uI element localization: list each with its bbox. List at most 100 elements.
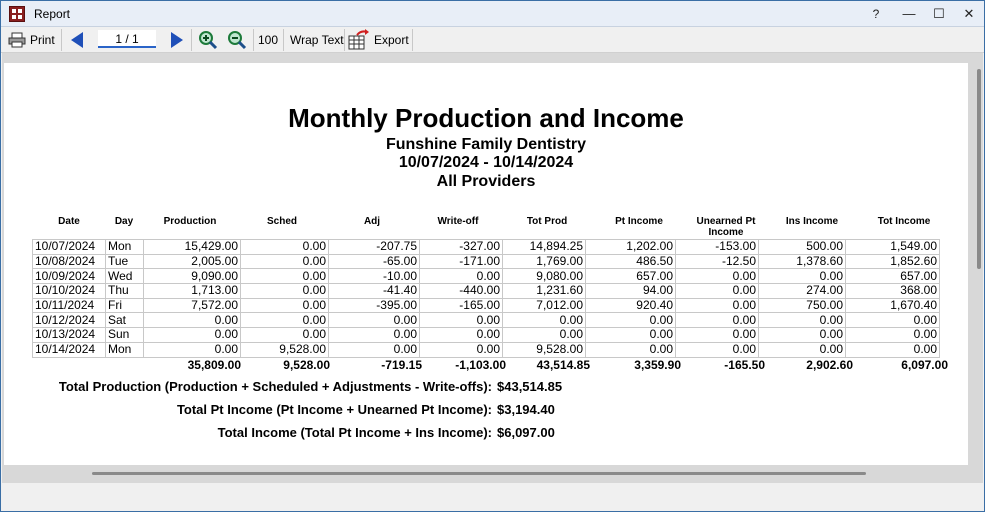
table-cell: 2,005.00 bbox=[143, 253, 241, 270]
table-cell: 0.00 bbox=[240, 297, 329, 314]
table-cell: 10/08/2024 bbox=[32, 253, 106, 270]
report-page: Monthly Production and Income Funshine F… bbox=[4, 63, 968, 465]
table-cell: 0.00 bbox=[585, 341, 676, 358]
table-cell: 14,894.25 bbox=[502, 239, 586, 255]
table-cell: 10/12/2024 bbox=[32, 312, 106, 329]
table-cell: 0.00 bbox=[845, 312, 940, 329]
export-button[interactable]: Export bbox=[348, 28, 410, 52]
table-cell: 10/11/2024 bbox=[32, 297, 106, 314]
maximize-button[interactable]: ☐ bbox=[933, 6, 945, 21]
report-viewer[interactable]: Monthly Production and Income Funshine F… bbox=[2, 53, 983, 483]
column-header: Adj bbox=[363, 216, 381, 227]
column-header: Ins Income bbox=[785, 216, 839, 227]
table-cell: 9,528.00 bbox=[502, 341, 586, 358]
toolbar-separator bbox=[283, 29, 284, 51]
table-cell: 0.00 bbox=[675, 327, 759, 343]
column-header: Tot Income bbox=[877, 216, 931, 227]
table-cell: 0.00 bbox=[328, 327, 420, 343]
table-cell: 1,852.60 bbox=[845, 253, 940, 270]
table-cell: Mon bbox=[105, 239, 144, 255]
summary-label: Total Production (Production + Scheduled… bbox=[58, 379, 492, 394]
table-cell: 0.00 bbox=[585, 312, 676, 329]
report-title: Monthly Production and Income bbox=[288, 103, 684, 133]
table-cell: 0.00 bbox=[585, 327, 676, 343]
table-cell: 0.00 bbox=[240, 312, 329, 329]
table-cell: 9,528.00 bbox=[240, 341, 329, 358]
column-header: Unearned Pt Income bbox=[696, 216, 756, 238]
wrap-text-button[interactable]: Wrap Text bbox=[290, 33, 344, 47]
table-cell: 0.00 bbox=[502, 312, 586, 329]
table-row: 10/13/2024 Sun 0.00 0.00 0.00 0.00 0.00 0.00 0.0… bbox=[32, 327, 940, 343]
print-label: Print bbox=[30, 33, 55, 47]
summary-value: $43,514.85 bbox=[497, 379, 563, 394]
close-button[interactable]: ✕ bbox=[963, 6, 975, 21]
horizontal-scrollbar[interactable] bbox=[92, 472, 866, 475]
table-cell: 0.00 bbox=[419, 268, 503, 285]
table-cell: 0.00 bbox=[758, 312, 846, 329]
table-cell: 274.00 bbox=[758, 283, 846, 299]
table-cell: Mon bbox=[105, 341, 144, 358]
table-cell: 0.00 bbox=[675, 297, 759, 314]
table-cell: -171.00 bbox=[419, 253, 503, 270]
zoom-100-button[interactable]: 100 bbox=[258, 33, 279, 47]
table-cell: 0.00 bbox=[143, 327, 241, 343]
table-cell: 0.00 bbox=[502, 327, 586, 343]
report-table: 10/07/2024 Mon 15,429.00 0.00 -207.75 -327.00… bbox=[32, 239, 940, 358]
table-cell: -395.00 bbox=[328, 297, 420, 314]
table-cell: 0.00 bbox=[143, 312, 241, 329]
table-cell: 920.40 bbox=[585, 297, 676, 314]
minimize-button[interactable]: — bbox=[902, 6, 916, 21]
table-cell: 750.00 bbox=[758, 297, 846, 314]
printer-icon bbox=[8, 32, 26, 48]
zoom-in-icon[interactable] bbox=[198, 30, 218, 50]
total-cell bbox=[32, 357, 106, 373]
table-cell: Fri bbox=[105, 297, 144, 314]
table-cell: 0.00 bbox=[143, 341, 241, 358]
vertical-scrollbar[interactable] bbox=[977, 69, 981, 269]
total-cell: 6,097.00 bbox=[901, 358, 948, 372]
table-cell: -10.00 bbox=[328, 268, 420, 285]
column-header: Tot Prod bbox=[526, 216, 568, 227]
table-cell: -165.00 bbox=[419, 297, 503, 314]
previous-page-arrow-icon[interactable] bbox=[71, 32, 83, 48]
table-cell: 500.00 bbox=[758, 239, 846, 255]
column-header: Write-off bbox=[437, 216, 479, 227]
table-cell: 0.00 bbox=[328, 341, 420, 358]
total-cell: 3,359.90 bbox=[634, 358, 681, 372]
practice-name: Funshine Family Dentistry bbox=[385, 136, 587, 153]
table-cell: 0.00 bbox=[675, 268, 759, 285]
summary-label: Total Income (Total Pt Income + Ins Inco… bbox=[217, 425, 492, 440]
print-button[interactable]: Print bbox=[6, 28, 58, 52]
table-cell: 1,202.00 bbox=[585, 239, 676, 255]
table-cell: 0.00 bbox=[240, 327, 329, 343]
table-row: 10/09/2024 Wed 9,090.00 0.00 -10.00 0.00 9,080… bbox=[32, 268, 940, 285]
table-cell: 0.00 bbox=[675, 341, 759, 358]
table-cell: 657.00 bbox=[845, 268, 940, 285]
help-button[interactable]: ? bbox=[872, 7, 880, 21]
column-header: Pt Income bbox=[615, 216, 663, 227]
summary-value: $3,194.40 bbox=[497, 402, 555, 417]
table-cell: -65.00 bbox=[328, 253, 420, 270]
next-page-arrow-icon[interactable] bbox=[171, 32, 183, 48]
providers: All Providers bbox=[436, 173, 536, 190]
table-cell: 7,012.00 bbox=[502, 297, 586, 314]
table-cell: 7,572.00 bbox=[143, 297, 241, 314]
table-row: 10/08/2024 Tue 2,005.00 0.00 -65.00 -171.00 1,… bbox=[32, 253, 940, 270]
table-cell: 1,231.60 bbox=[502, 283, 586, 299]
toolbar-separator bbox=[412, 29, 413, 51]
status-bar bbox=[1, 483, 984, 511]
column-header: Production bbox=[163, 216, 217, 227]
table-row: 10/14/2024 Mon 0.00 9,528.00 0.00 0.00 9,528.0… bbox=[32, 341, 940, 358]
window-title: Report bbox=[34, 7, 71, 21]
page-indicator[interactable]: 1 / 1 bbox=[98, 30, 156, 48]
table-cell: 0.00 bbox=[240, 239, 329, 255]
table-cell: 1,670.40 bbox=[845, 297, 940, 314]
table-row: 10/11/2024 Fri 7,572.00 0.00 -395.00 -165.00 7… bbox=[32, 297, 940, 314]
table-cell: 0.00 bbox=[328, 312, 420, 329]
table-cell: 1,769.00 bbox=[502, 253, 586, 270]
zoom-out-icon[interactable] bbox=[227, 30, 247, 50]
export-spreadsheet-icon bbox=[348, 29, 369, 50]
table-cell: 10/09/2024 bbox=[32, 268, 106, 285]
toolbar-separator bbox=[344, 29, 345, 51]
table-cell: 1,713.00 bbox=[143, 283, 241, 299]
